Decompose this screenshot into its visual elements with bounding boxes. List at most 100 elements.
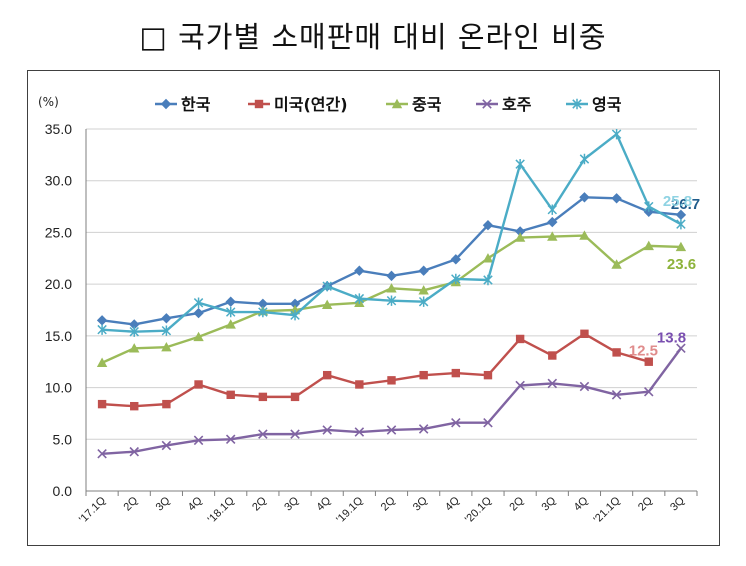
data-point [289,298,301,309]
x-tick-label: 2Q [121,494,140,513]
data-point [643,386,654,397]
data-label: 12.5 [629,343,658,360]
data-point [418,296,429,307]
data-point [161,325,172,336]
series-layer [96,128,687,459]
chart-frame [27,70,720,546]
legend-marker [160,98,172,110]
x-tick-label: 4Q [572,494,591,513]
data-point [482,219,494,231]
data-point [129,319,140,330]
series-미국(연간) [97,329,653,411]
legend-entry: 미국(연간) [248,95,348,114]
series-영국 [97,128,686,337]
data-point [96,315,108,326]
data-point [386,270,397,282]
x-tick-label: 3Q [282,494,301,513]
x-tick-label: '20.1Q [463,494,494,525]
data-point [97,324,107,335]
data-label: 23.6 [667,256,696,273]
data-point [643,240,654,251]
data-point [226,390,235,400]
data-point [418,265,429,276]
data-point [129,343,140,353]
data-point [675,241,687,252]
data-point [547,204,558,215]
data-point [644,357,653,366]
series-한국 [96,192,687,330]
y-tick-label: 25.0 [45,224,72,240]
data-point [290,392,300,402]
data-point [611,390,622,400]
data-point [547,378,558,389]
data-point [258,429,268,439]
x-tick-label: 3Q [154,494,173,513]
x-tick-label: 4Q [186,494,205,513]
data-point [97,399,107,409]
x-tick-label: 3Q [668,494,687,513]
legend-label: 중국 [412,95,442,114]
data-point [290,309,300,321]
data-point [257,298,269,309]
data-point [130,401,139,411]
y-tick-label: 30.0 [45,173,72,189]
data-point [579,230,590,240]
y-tick-label: 5.0 [53,431,73,447]
series-line [102,332,650,408]
data-point [354,265,365,276]
data-point [355,380,364,389]
data-point [322,425,332,435]
legend-entry: 한국 [155,95,211,114]
data-point [161,313,172,324]
data-point [483,274,493,286]
x-tick-label: 2Q [507,494,526,513]
gridlines [86,128,697,440]
data-point [548,351,557,360]
data-point [258,392,268,402]
series-호주 [97,343,686,459]
x-tick-label: '19.1Q [334,494,365,525]
x-tick-label: '18.1Q [206,494,237,525]
data-point [194,380,203,389]
legend-label: 미국(연간) [274,95,348,114]
data-point [193,307,204,319]
legend-entry: 영국 [566,95,622,114]
legend-label: 호주 [502,95,532,114]
data-point [225,306,236,318]
data-point [161,342,172,352]
data-point [354,293,365,304]
data-point [418,424,429,434]
data-point [644,201,654,212]
data-point [611,259,622,269]
data-point [386,425,397,435]
legend-entry: 호주 [476,95,532,114]
data-point [580,329,589,338]
legend-marker [254,99,264,109]
data-point [515,380,525,391]
data-point [386,295,397,306]
data-point [579,192,590,203]
data-label: 13.8 [657,329,686,346]
data-point [161,440,172,451]
legend-label: 영국 [592,95,622,114]
data-label: 26.7 [671,196,700,213]
data-point [483,370,493,380]
data-point [676,218,686,230]
data-point [451,417,461,428]
legend-label: 한국 [181,95,211,114]
data-point [322,281,332,292]
page-title: □ 국가별 소매판매 대비 온라인 비중 [139,20,607,54]
data-point [547,231,558,241]
legend-marker [482,99,492,109]
data-point [451,368,461,378]
data-point [258,306,268,318]
data-point [419,370,428,380]
y-tick-label: 35.0 [45,121,72,137]
x-tick-label: 3Q [411,494,430,513]
data-point [354,427,365,437]
data-point [451,273,461,285]
x-tick-label: 2Q [379,494,398,513]
x-tick-label: '21.1Q [592,494,623,525]
data-point [482,253,494,263]
legend: 한국 미국(연간) 중국 호주 영국 [155,95,622,114]
